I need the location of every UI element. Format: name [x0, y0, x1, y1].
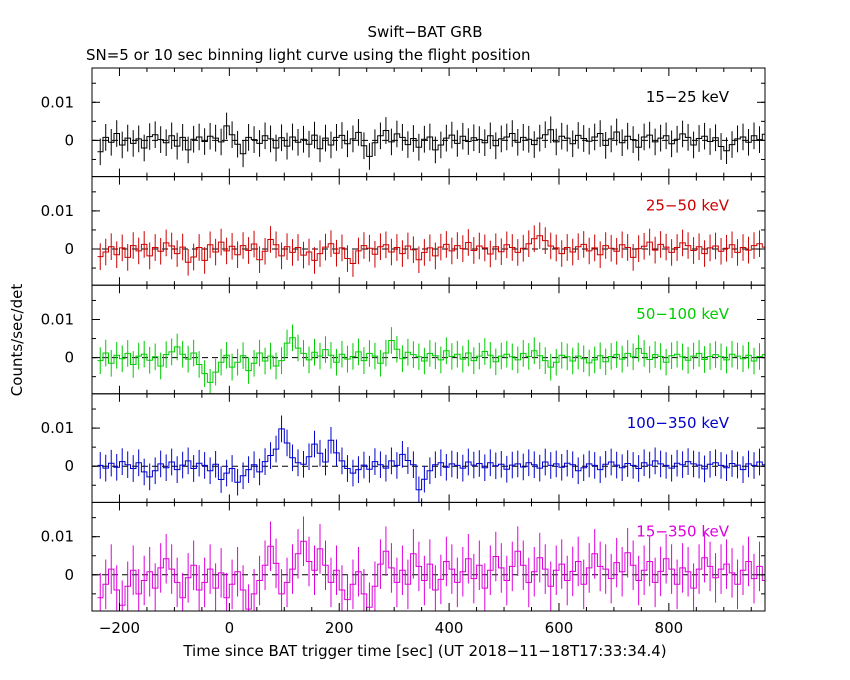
- panel-100-350-keV: 0.01 0 100−350 keV: [41, 393, 766, 503]
- panel-frame: [91, 501, 766, 612]
- y-axis-label: Counts/sec/det: [8, 284, 26, 397]
- y-tick-label: 0.01: [41, 202, 74, 220]
- x-tick-label: 800: [655, 619, 684, 637]
- panel-15-350-keV: 0.01 0 15−350 keV: [41, 501, 766, 612]
- step-line: [97, 235, 765, 264]
- x-tick-labels: −200 0 200 400 600 800: [99, 619, 683, 637]
- series-3: [97, 324, 765, 394]
- x-tick-label: −200: [99, 619, 140, 637]
- y-tick-label: 0: [64, 349, 74, 367]
- y-tick-label: 0: [64, 240, 74, 258]
- step-line: [97, 125, 765, 157]
- y-tick-label: 0.01: [41, 93, 74, 111]
- panel-15-25-keV: 0.01 0 15−25 keV: [41, 67, 766, 178]
- energy-band-label: 15−350 keV: [636, 522, 729, 540]
- x-tick-label: 200: [325, 619, 354, 637]
- energy-band-label: 100−350 keV: [627, 414, 730, 432]
- step-line: [97, 428, 765, 491]
- series-5: [97, 516, 765, 611]
- chart-title: Swift−BAT GRB: [367, 23, 482, 41]
- energy-band-label: 15−25 keV: [646, 88, 730, 106]
- x-axis-label: Time since BAT trigger time [sec] (UT 20…: [182, 642, 666, 660]
- energy-band-label: 50−100 keV: [636, 305, 729, 323]
- series-2: [97, 222, 765, 277]
- energy-band-label: 25−50 keV: [646, 197, 730, 215]
- y-tick-label: 0: [64, 131, 74, 149]
- series-4: [97, 415, 765, 503]
- step-line: [97, 540, 765, 610]
- panel-stack: 0.01 0 15−25 keV 0.01 0 25−50 keV 0.01 0 50−100 …: [41, 67, 766, 612]
- panel-frame: [91, 176, 766, 286]
- panel-frame: [91, 284, 766, 395]
- series-1: [97, 112, 765, 170]
- step-line: [97, 337, 765, 383]
- x-tick-label: 400: [435, 619, 464, 637]
- y-tick-label: 0.01: [41, 528, 74, 546]
- panel-frame: [91, 393, 766, 503]
- y-tick-label: 0: [64, 566, 74, 584]
- panel-25-50-keV: 0.01 0 25−50 keV: [41, 176, 766, 286]
- y-tick-label: 0.01: [41, 310, 74, 328]
- y-tick-label: 0: [64, 457, 74, 475]
- x-tick-label: 0: [225, 619, 235, 637]
- y-tick-label: 0.01: [41, 419, 74, 437]
- chart-subtitle: SN=5 or 10 sec binning light curve using…: [86, 46, 531, 64]
- panel-frame: [91, 67, 766, 178]
- x-tick-label: 600: [545, 619, 574, 637]
- panel-50-100-keV: 0.01 0 50−100 keV: [41, 284, 766, 395]
